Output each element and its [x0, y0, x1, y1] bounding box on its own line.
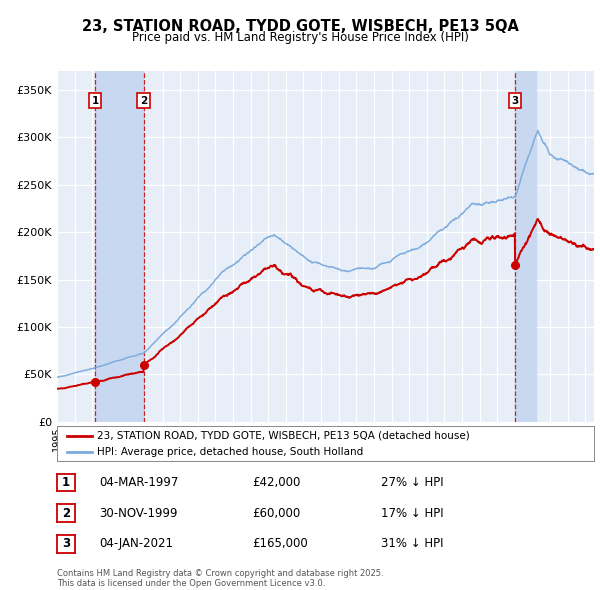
- Text: 31% ↓ HPI: 31% ↓ HPI: [381, 537, 443, 550]
- Text: 1: 1: [92, 96, 99, 106]
- Text: HPI: Average price, detached house, South Holland: HPI: Average price, detached house, Sout…: [97, 447, 364, 457]
- Text: 2: 2: [62, 507, 70, 520]
- Text: £60,000: £60,000: [252, 507, 300, 520]
- Text: £165,000: £165,000: [252, 537, 308, 550]
- Text: £42,000: £42,000: [252, 476, 301, 489]
- Text: 23, STATION ROAD, TYDD GOTE, WISBECH, PE13 5QA: 23, STATION ROAD, TYDD GOTE, WISBECH, PE…: [82, 19, 518, 34]
- Text: 23, STATION ROAD, TYDD GOTE, WISBECH, PE13 5QA (detached house): 23, STATION ROAD, TYDD GOTE, WISBECH, PE…: [97, 431, 470, 441]
- Bar: [515, 71, 536, 422]
- Bar: [95, 71, 143, 422]
- Text: 2: 2: [140, 96, 147, 106]
- Text: 3: 3: [62, 537, 70, 550]
- Text: Price paid vs. HM Land Registry's House Price Index (HPI): Price paid vs. HM Land Registry's House …: [131, 31, 469, 44]
- Text: 17% ↓ HPI: 17% ↓ HPI: [381, 507, 443, 520]
- Text: 3: 3: [511, 96, 518, 106]
- Text: 04-JAN-2021: 04-JAN-2021: [99, 537, 173, 550]
- Text: 1: 1: [62, 476, 70, 489]
- Text: 04-MAR-1997: 04-MAR-1997: [99, 476, 178, 489]
- Text: Contains HM Land Registry data © Crown copyright and database right 2025.
This d: Contains HM Land Registry data © Crown c…: [57, 569, 383, 588]
- Text: 27% ↓ HPI: 27% ↓ HPI: [381, 476, 443, 489]
- Text: 30-NOV-1999: 30-NOV-1999: [99, 507, 178, 520]
